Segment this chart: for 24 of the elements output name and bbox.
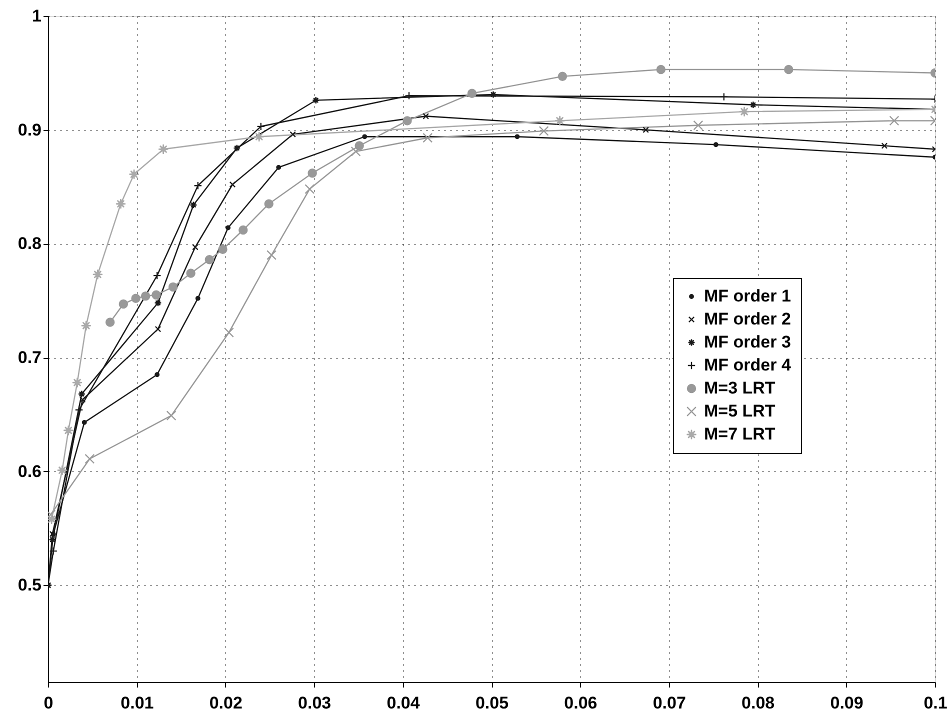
legend-label: M=5 LRT: [704, 402, 776, 420]
y-tick-label: 0.8: [18, 234, 42, 254]
legend-label: MF order 3: [704, 332, 791, 352]
y-tick-label: 0.7: [18, 348, 42, 368]
y-tick-label: 0.6: [18, 462, 42, 481]
legend-label: MF order 4: [704, 356, 792, 374]
y-tick-label: 1: [32, 6, 42, 26]
x-tick-label: 0: [44, 694, 54, 712]
legend-label: MF order 1: [704, 286, 791, 306]
x-tick-label: 0.05: [475, 694, 509, 712]
legend-label: MF order 2: [704, 310, 791, 328]
x-tick-label: 0.03: [298, 694, 332, 712]
y-tick-label: 0.9: [18, 120, 42, 140]
legend-label: M=7 LRT: [704, 424, 776, 444]
x-tick-label: 0.04: [386, 694, 420, 712]
x-tick-label: 0.07: [652, 694, 686, 712]
x-tick-label: 0.08: [742, 694, 775, 712]
x-tick-label: 0.06: [564, 694, 598, 712]
y-tick-label: 0.5: [18, 576, 42, 595]
legend-label: M=3 LRT: [704, 378, 776, 398]
x-tick-label: 0.01: [120, 694, 154, 712]
x-tick-label: 0.1: [924, 694, 948, 712]
x-tick-label: 0.02: [209, 694, 242, 712]
x-tick-label: 0.09: [830, 694, 864, 712]
